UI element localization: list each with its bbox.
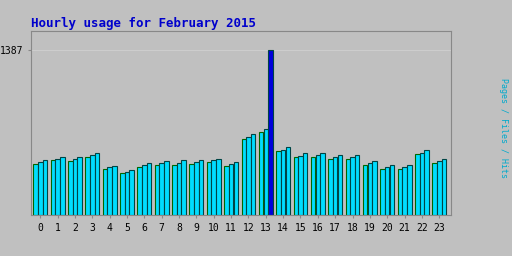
Bar: [95, 153, 99, 215]
Bar: [38, 162, 42, 215]
Bar: [86, 157, 90, 215]
Bar: [346, 159, 350, 215]
Bar: [142, 165, 146, 215]
Bar: [164, 161, 168, 215]
Bar: [337, 155, 342, 215]
Bar: [229, 164, 233, 215]
Bar: [251, 134, 255, 215]
Bar: [286, 147, 290, 215]
Bar: [33, 164, 38, 215]
Text: Pages / Files / Hits: Pages / Files / Hits: [499, 78, 508, 178]
Bar: [55, 158, 60, 215]
Bar: [199, 160, 203, 215]
Bar: [385, 167, 390, 215]
Bar: [328, 159, 333, 215]
Bar: [372, 161, 377, 215]
Bar: [276, 151, 281, 215]
Bar: [68, 161, 73, 215]
Bar: [333, 157, 337, 215]
Bar: [368, 163, 372, 215]
Bar: [321, 153, 325, 215]
Bar: [315, 155, 320, 215]
Bar: [147, 163, 151, 215]
Bar: [216, 158, 221, 215]
Bar: [398, 169, 402, 215]
Bar: [268, 50, 273, 215]
Bar: [437, 161, 441, 215]
Bar: [415, 154, 419, 215]
Bar: [259, 132, 263, 215]
Bar: [120, 173, 124, 215]
Bar: [407, 165, 412, 215]
Bar: [211, 160, 216, 215]
Bar: [51, 160, 55, 215]
Bar: [103, 169, 107, 215]
Bar: [207, 162, 211, 215]
Bar: [108, 167, 112, 215]
Text: Hourly usage for February 2015: Hourly usage for February 2015: [31, 17, 255, 29]
Bar: [77, 157, 82, 215]
Bar: [130, 170, 134, 215]
Bar: [42, 160, 47, 215]
Bar: [242, 139, 246, 215]
Bar: [432, 163, 437, 215]
Bar: [112, 166, 117, 215]
Bar: [189, 164, 194, 215]
Bar: [246, 136, 251, 215]
Bar: [125, 172, 129, 215]
Bar: [442, 159, 446, 215]
Bar: [298, 156, 303, 215]
Bar: [363, 165, 368, 215]
Bar: [293, 157, 298, 215]
Bar: [181, 160, 186, 215]
Bar: [194, 162, 199, 215]
Bar: [159, 163, 164, 215]
Bar: [355, 155, 359, 215]
Bar: [137, 167, 142, 215]
Bar: [177, 163, 181, 215]
Bar: [311, 157, 315, 215]
Bar: [224, 166, 229, 215]
Bar: [390, 165, 394, 215]
Bar: [350, 157, 355, 215]
Bar: [172, 165, 177, 215]
Bar: [303, 153, 307, 215]
Bar: [155, 165, 159, 215]
Bar: [281, 150, 285, 215]
Bar: [424, 150, 429, 215]
Bar: [402, 167, 407, 215]
Bar: [233, 162, 238, 215]
Bar: [380, 169, 385, 215]
Bar: [60, 157, 65, 215]
Bar: [420, 153, 424, 215]
Bar: [264, 130, 268, 215]
Bar: [90, 155, 95, 215]
Bar: [73, 159, 77, 215]
